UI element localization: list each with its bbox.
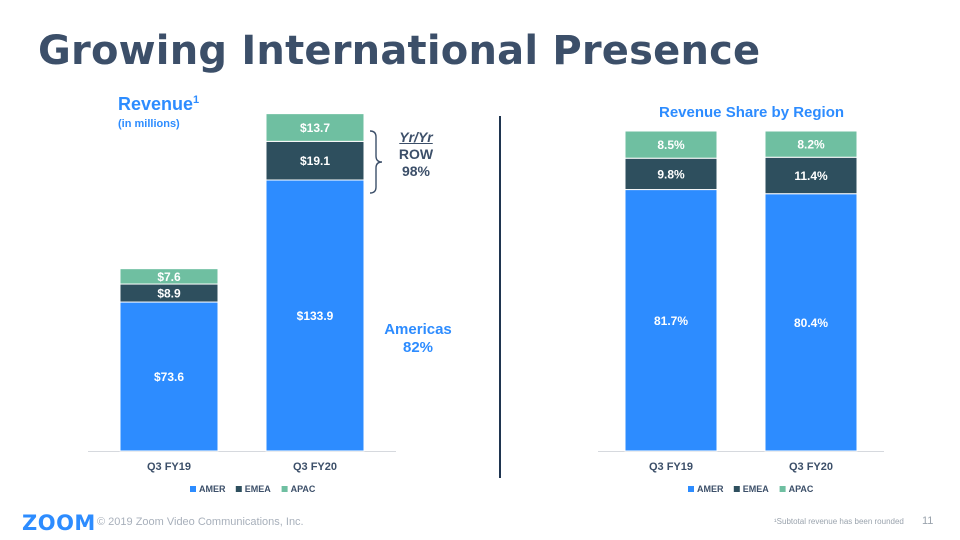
zoom-logo: ZOOM [22,511,96,535]
row-bracket [369,130,383,194]
yoy-annotation: Yr/Yr ROW 98% [385,129,447,180]
bar-amer-q3-fy20 [764,193,858,452]
bar-apac-q3-fy19 [119,268,219,285]
legend-label: AMER [697,484,724,494]
legend-label: APAC [789,484,814,494]
data-label: 9.8% [657,167,685,181]
x-tick-label: Q3 FY19 [147,461,191,473]
slide-title: Growing International Presence [38,28,761,74]
data-label: $19.1 [300,154,330,168]
bar-apac-q3-fy19 [624,130,718,159]
row-label: ROW [398,146,434,162]
x-tick-label: Q3 FY20 [789,461,833,473]
x-tick-label: Q3 FY20 [293,461,337,473]
americas-label: Americas [384,321,452,338]
legend-label: AMER [199,484,226,494]
data-label: 81.7% [654,314,688,328]
legend-swatch-emea [235,486,242,492]
page-number: 11 [922,515,934,527]
data-label: $133.9 [297,309,334,323]
yoy-heading: Yr/Yr [399,129,433,145]
data-label: $8.9 [157,287,181,301]
share-chart-title: Revenue Share by Region [659,104,845,121]
americas-growth-value: 82% [402,339,434,356]
footnote-text: ¹Subtotal revenue has been rounded [774,517,904,526]
bar-emea-q3-fy20 [764,156,858,195]
data-label: $13.7 [300,121,330,135]
legend-swatch-emea [733,486,740,492]
x-tick-label: Q3 FY19 [649,461,693,473]
revenue-chart-subtitle: (in millions) [118,118,180,130]
americas-annotation: Americas 82% [380,321,456,357]
legend-label: APAC [291,484,316,494]
bar-amer-q3-fy19 [119,301,219,452]
legend-label: EMEA [245,484,272,494]
data-label: 80.4% [794,316,828,330]
footnote-marker: 1 [193,94,200,106]
section-divider [499,116,501,478]
row-growth-value: 98% [401,163,431,179]
data-label: $73.6 [154,370,184,384]
copyright-text: © 2019 Zoom Video Communications, Inc. [97,516,304,528]
legend-swatch-apac [281,486,288,492]
bar-apac-q3-fy20 [265,113,365,142]
data-label: 11.4% [794,169,828,183]
data-label: $7.6 [157,270,181,284]
revenue-title-text: Revenue [118,94,194,114]
data-label: 8.5% [657,138,685,152]
bar-apac-q3-fy20 [764,130,858,158]
bar-emea-q3-fy19 [624,157,718,191]
legend-label: EMEA [743,484,770,494]
revenue-chart-title: Revenue1 [118,94,199,115]
legend-swatch-amer [688,486,694,492]
bar-amer-q3-fy20 [265,179,365,452]
legend-swatch-apac [779,486,786,492]
legend-swatch-amer [190,486,196,492]
bar-emea-q3-fy20 [265,140,365,181]
data-label: 8.2% [797,138,825,152]
